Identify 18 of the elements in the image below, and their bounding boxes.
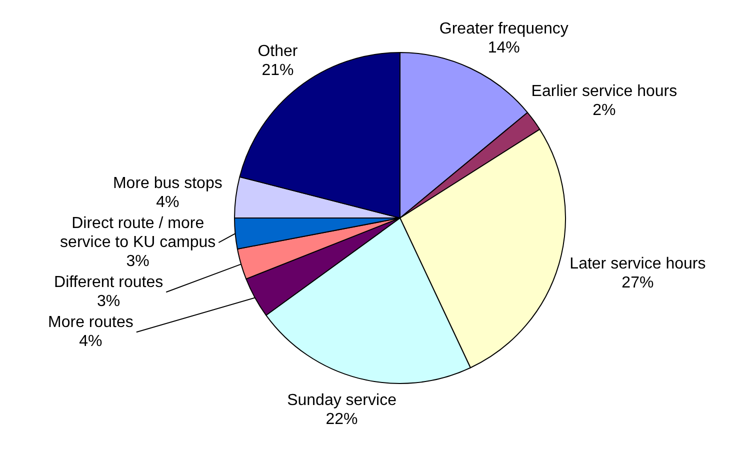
- data-label: 2%: [592, 102, 616, 120]
- slice-label: Different routes: [54, 274, 164, 292]
- data-label: 14%: [488, 39, 520, 56]
- data-label: 4%: [156, 194, 180, 212]
- slice-label: Other: [258, 43, 298, 60]
- slice-label: Earlier service hours: [531, 83, 678, 100]
- data-label: 22%: [326, 411, 358, 428]
- data-label: 21%: [262, 62, 294, 80]
- data-label: 3%: [97, 293, 120, 310]
- slice-label: Greater frequency: [439, 20, 568, 38]
- slice-label: More bus stops: [112, 175, 222, 192]
- data-label: 27%: [622, 274, 654, 292]
- data-label: 4%: [79, 333, 102, 350]
- slice-label: Later service hours: [570, 255, 706, 272]
- slice-label: Sunday service: [287, 392, 397, 410]
- slice-label: Direct route / more service to KU campus: [60, 215, 216, 252]
- data-label: 3%: [126, 253, 150, 270]
- slice-label: More routes: [48, 314, 134, 332]
